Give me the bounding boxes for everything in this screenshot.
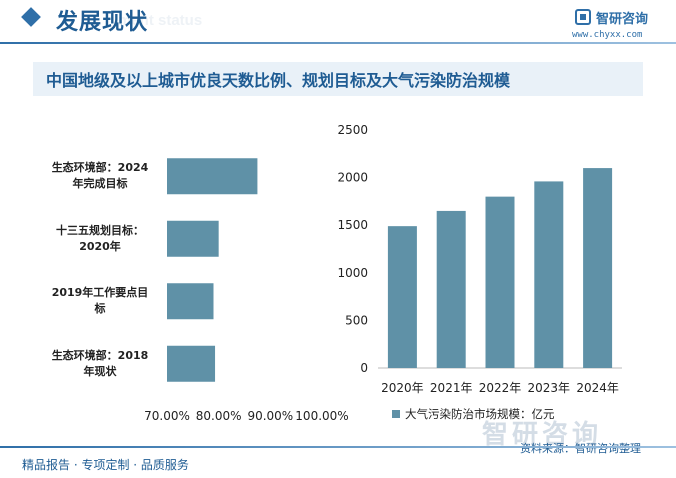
left-x-tick-label: 90.00% <box>247 409 293 423</box>
brand-url: www.chyxx.com <box>572 30 643 40</box>
left-category-line: 年完成目标 <box>72 177 128 191</box>
left-x-tick-label: 80.00% <box>196 409 242 423</box>
left-category-label: 十三五规划目标： 2020年 <box>40 223 160 255</box>
legend-swatch <box>392 410 400 418</box>
left-bar-3 <box>167 345 216 382</box>
right-bar-3 <box>534 181 564 368</box>
right-y-tick-label: 0 <box>360 361 368 375</box>
right-y-tick-label: 2500 <box>337 123 368 137</box>
source-text: 资料来源：智研咨询整理 <box>520 442 641 455</box>
left-category-line: 十三五规划目标： <box>56 223 144 237</box>
section-title: 发展现状 <box>56 10 149 35</box>
right-y-tick-label: 2000 <box>337 171 368 185</box>
right-bar-0 <box>387 226 417 368</box>
left-category-line: 标 <box>94 302 106 316</box>
left-category-line: 生态环境部：2018 <box>51 348 149 362</box>
left-category-line: 年现状 <box>83 364 117 378</box>
right-y-tick-label: 500 <box>345 313 368 327</box>
chart-title-bar <box>33 62 643 96</box>
right-y-tick-label: 1500 <box>337 218 368 232</box>
left-category-label: 生态环境部：2018 年现状 <box>40 348 160 380</box>
left-bar-0 <box>167 158 258 195</box>
diamond-icon <box>21 7 41 27</box>
chart-title: 中国地级及以上城市优良天数比例、规划目标及大气污染防治规模 <box>46 71 511 90</box>
left-category-label: 2019年工作要点目标 <box>40 285 160 317</box>
left-category-line: 生态环境部：2024 <box>51 161 149 175</box>
section-subtitle: ment status <box>118 12 203 29</box>
left-bar-2 <box>167 283 214 320</box>
footer-divider <box>0 446 676 448</box>
right-bar-2 <box>485 196 515 368</box>
brand-logo-icon <box>575 9 591 25</box>
footer-text: 精品报告 · 专项定制 · 品质服务 <box>22 458 189 472</box>
watermark-text: 智研咨询 <box>482 420 603 450</box>
left-x-tick-label: 70.00% <box>144 409 190 423</box>
right-y-tick-label: 1000 <box>337 266 368 280</box>
right-x-tick-label: 2021年 <box>430 381 473 395</box>
left-x-tick-label: 100.00% <box>295 409 348 423</box>
right-x-tick-label: 2024年 <box>576 381 619 395</box>
right-x-tick-label: 2022年 <box>479 381 522 395</box>
left-bar-1 <box>167 220 219 257</box>
right-bar-4 <box>583 168 613 368</box>
right-x-tick-label: 2023年 <box>528 381 571 395</box>
left-category-line: 2019年工作要点目 <box>51 286 149 300</box>
page-header: ment status 发展现状 智研咨询 www.chyxx.com <box>0 0 676 40</box>
brand-name: 智研咨询 <box>596 12 649 27</box>
header-divider <box>0 42 676 44</box>
right-bar-1 <box>436 210 466 368</box>
right-x-tick-label: 2020年 <box>381 381 424 395</box>
left-category-label: 生态环境部：2024 年完成目标 <box>40 160 160 192</box>
left-category-line: 2020年 <box>79 239 121 253</box>
